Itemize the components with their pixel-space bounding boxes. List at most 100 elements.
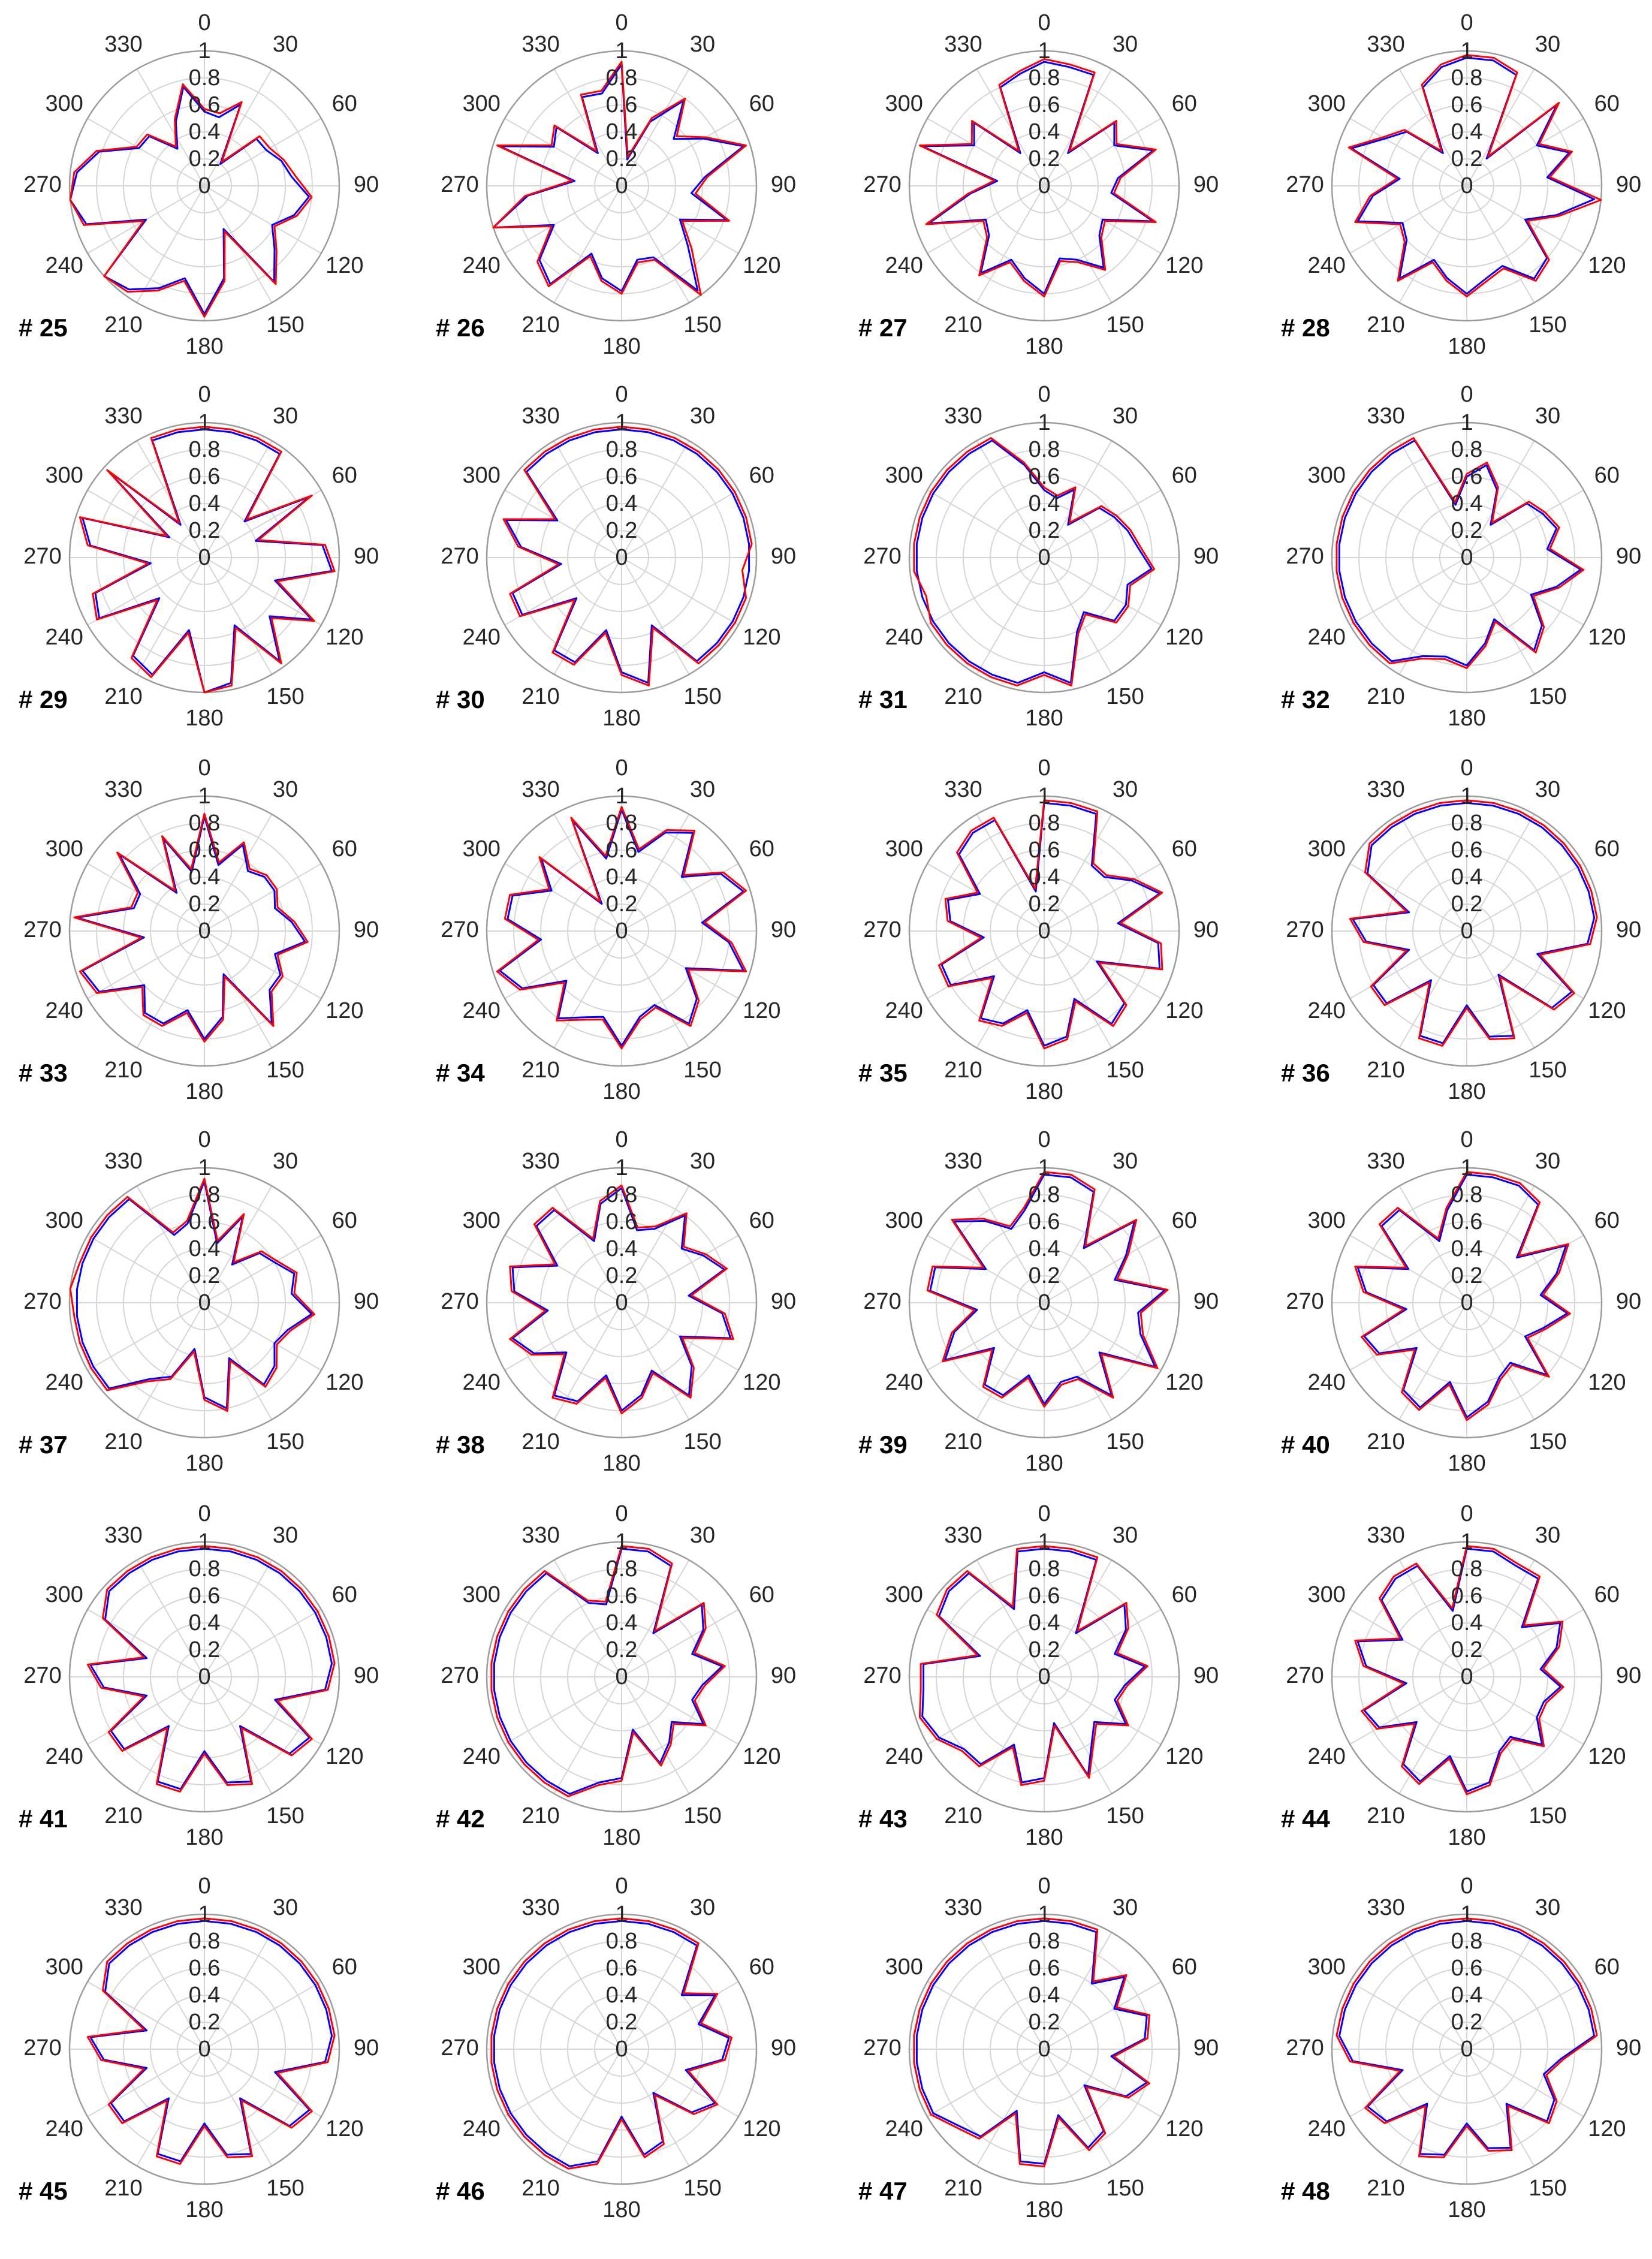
theta-tick-label: 300 [1307, 1582, 1345, 1607]
polar-chart: 00.20.40.60.8103060901201501802102402703… [19, 1874, 379, 2222]
theta-tick-label: 210 [104, 1429, 142, 1454]
r-tick-label: 0.8 [189, 811, 221, 836]
grid-spoke [1466, 1559, 1535, 1677]
grid-spoke [1398, 68, 1467, 186]
r-tick-label: 0.4 [1029, 1983, 1060, 2008]
grid-spoke [1398, 1932, 1467, 2050]
theta-tick-label: 300 [462, 1208, 500, 1233]
theta-tick-label: 300 [45, 836, 83, 862]
panel-label: # 34 [436, 1059, 485, 1087]
theta-tick-label: 210 [1367, 1429, 1404, 1454]
theta-tick-label: 30 [1113, 1523, 1138, 1548]
grid-spoke [1466, 930, 1584, 999]
r-tick-label: 1 [198, 1529, 210, 1555]
theta-tick-label: 330 [944, 777, 982, 802]
r-tick-label: 0.2 [606, 1263, 638, 1288]
theta-tick-label: 240 [462, 2116, 500, 2141]
theta-tick-label: 90 [354, 172, 379, 197]
r-tick-label: 0 [1460, 173, 1473, 198]
theta-tick-label: 90 [354, 1663, 379, 1688]
r-tick-label: 0.8 [606, 1929, 638, 1954]
series-blue-line [511, 1187, 732, 1412]
grid-spoke [136, 1185, 205, 1303]
grid-spoke [927, 1676, 1045, 1745]
polar-chart: 00.20.40.60.8103060901201501802102402703… [858, 1127, 1219, 1476]
r-tick-label: 0.2 [1451, 891, 1483, 917]
theta-tick-label: 240 [1307, 253, 1345, 278]
theta-tick-label: 60 [1594, 836, 1620, 862]
theta-tick-label: 330 [1367, 777, 1404, 802]
theta-tick-label: 300 [462, 463, 500, 488]
panel-label: # 33 [19, 1059, 68, 1087]
grid-spoke [976, 557, 1045, 675]
r-tick-label: 0.8 [1029, 1556, 1060, 1582]
grid-spoke [621, 814, 690, 932]
grid-spoke [976, 930, 1045, 1049]
grid-spoke [204, 440, 273, 558]
polar-chart: 00.20.40.60.8103060901201501802102402703… [1281, 755, 1641, 1104]
r-tick-label: 1 [198, 1902, 210, 1927]
theta-tick-label: 240 [1307, 1370, 1345, 1395]
r-tick-label: 0.8 [606, 811, 638, 836]
grid-spoke [1044, 2049, 1113, 2167]
r-tick-label: 0.4 [1029, 1236, 1060, 1261]
theta-tick-label: 120 [743, 253, 780, 278]
r-tick-label: 0.2 [606, 518, 638, 543]
grid-spoke [927, 1981, 1045, 2050]
panel-label: # 47 [858, 2177, 908, 2205]
series-red-line [918, 58, 1157, 297]
grid-spoke [621, 185, 690, 303]
theta-tick-label: 240 [885, 2116, 923, 2141]
grid-spoke [504, 1981, 622, 2050]
grid-spoke [1466, 1302, 1535, 1420]
r-tick-label: 0.8 [1451, 65, 1483, 91]
theta-tick-label: 300 [885, 1954, 923, 1980]
outer-ring [908, 1541, 1180, 1813]
theta-tick-label: 0 [1038, 1874, 1050, 1899]
polar-chart: 00.20.40.60.8103060901201501802102402703… [436, 10, 796, 359]
grid-spoke [204, 1234, 322, 1303]
r-tick-label: 0 [1038, 173, 1050, 198]
r-tick-label: 1 [1460, 1529, 1473, 1555]
theta-tick-label: 180 [1025, 706, 1063, 731]
theta-tick-label: 240 [45, 1370, 83, 1395]
theta-tick-label: 330 [944, 1895, 982, 1920]
theta-tick-label: 330 [521, 32, 559, 57]
r-tick-label: 0.6 [189, 92, 221, 118]
r-tick-label: 0.8 [1451, 811, 1483, 836]
theta-tick-label: 210 [944, 2176, 982, 2201]
theta-tick-label: 330 [104, 32, 142, 57]
grid-spoke [1466, 489, 1584, 558]
grid-spoke [87, 1302, 205, 1371]
theta-tick-label: 240 [462, 1370, 500, 1395]
r-tick-label: 0.8 [189, 65, 221, 91]
grid-spoke [504, 1234, 622, 1303]
grid-spoke [204, 1609, 322, 1677]
theta-tick-label: 210 [944, 312, 982, 338]
r-tick-label: 1 [198, 410, 210, 435]
series-blue-line [929, 1173, 1166, 1405]
theta-tick-label: 180 [185, 2197, 223, 2222]
theta-tick-label: 210 [1367, 2176, 1404, 2201]
theta-tick-label: 120 [1165, 1370, 1203, 1395]
panel-label: # 27 [858, 314, 908, 342]
r-tick-label: 0 [615, 2037, 628, 2062]
theta-tick-label: 120 [1165, 253, 1203, 278]
grid-spoke [553, 68, 622, 186]
theta-tick-label: 180 [1448, 1451, 1485, 1476]
theta-tick-label: 240 [885, 1370, 923, 1395]
grid-spoke [504, 1676, 622, 1745]
theta-tick-label: 330 [104, 777, 142, 802]
theta-tick-label: 210 [1367, 312, 1404, 338]
theta-tick-label: 150 [1106, 1058, 1144, 1083]
r-tick-label: 0 [1038, 545, 1050, 570]
theta-tick-label: 120 [325, 1370, 363, 1395]
grid-spoke [1398, 557, 1467, 675]
grid-spoke [504, 118, 622, 186]
r-tick-label: 0.4 [1029, 491, 1060, 516]
grid-spoke [976, 185, 1045, 303]
theta-tick-label: 210 [104, 2176, 142, 2201]
r-tick-label: 0.4 [1029, 119, 1060, 144]
series-blue-line [505, 428, 750, 684]
grid-spoke [927, 863, 1045, 932]
